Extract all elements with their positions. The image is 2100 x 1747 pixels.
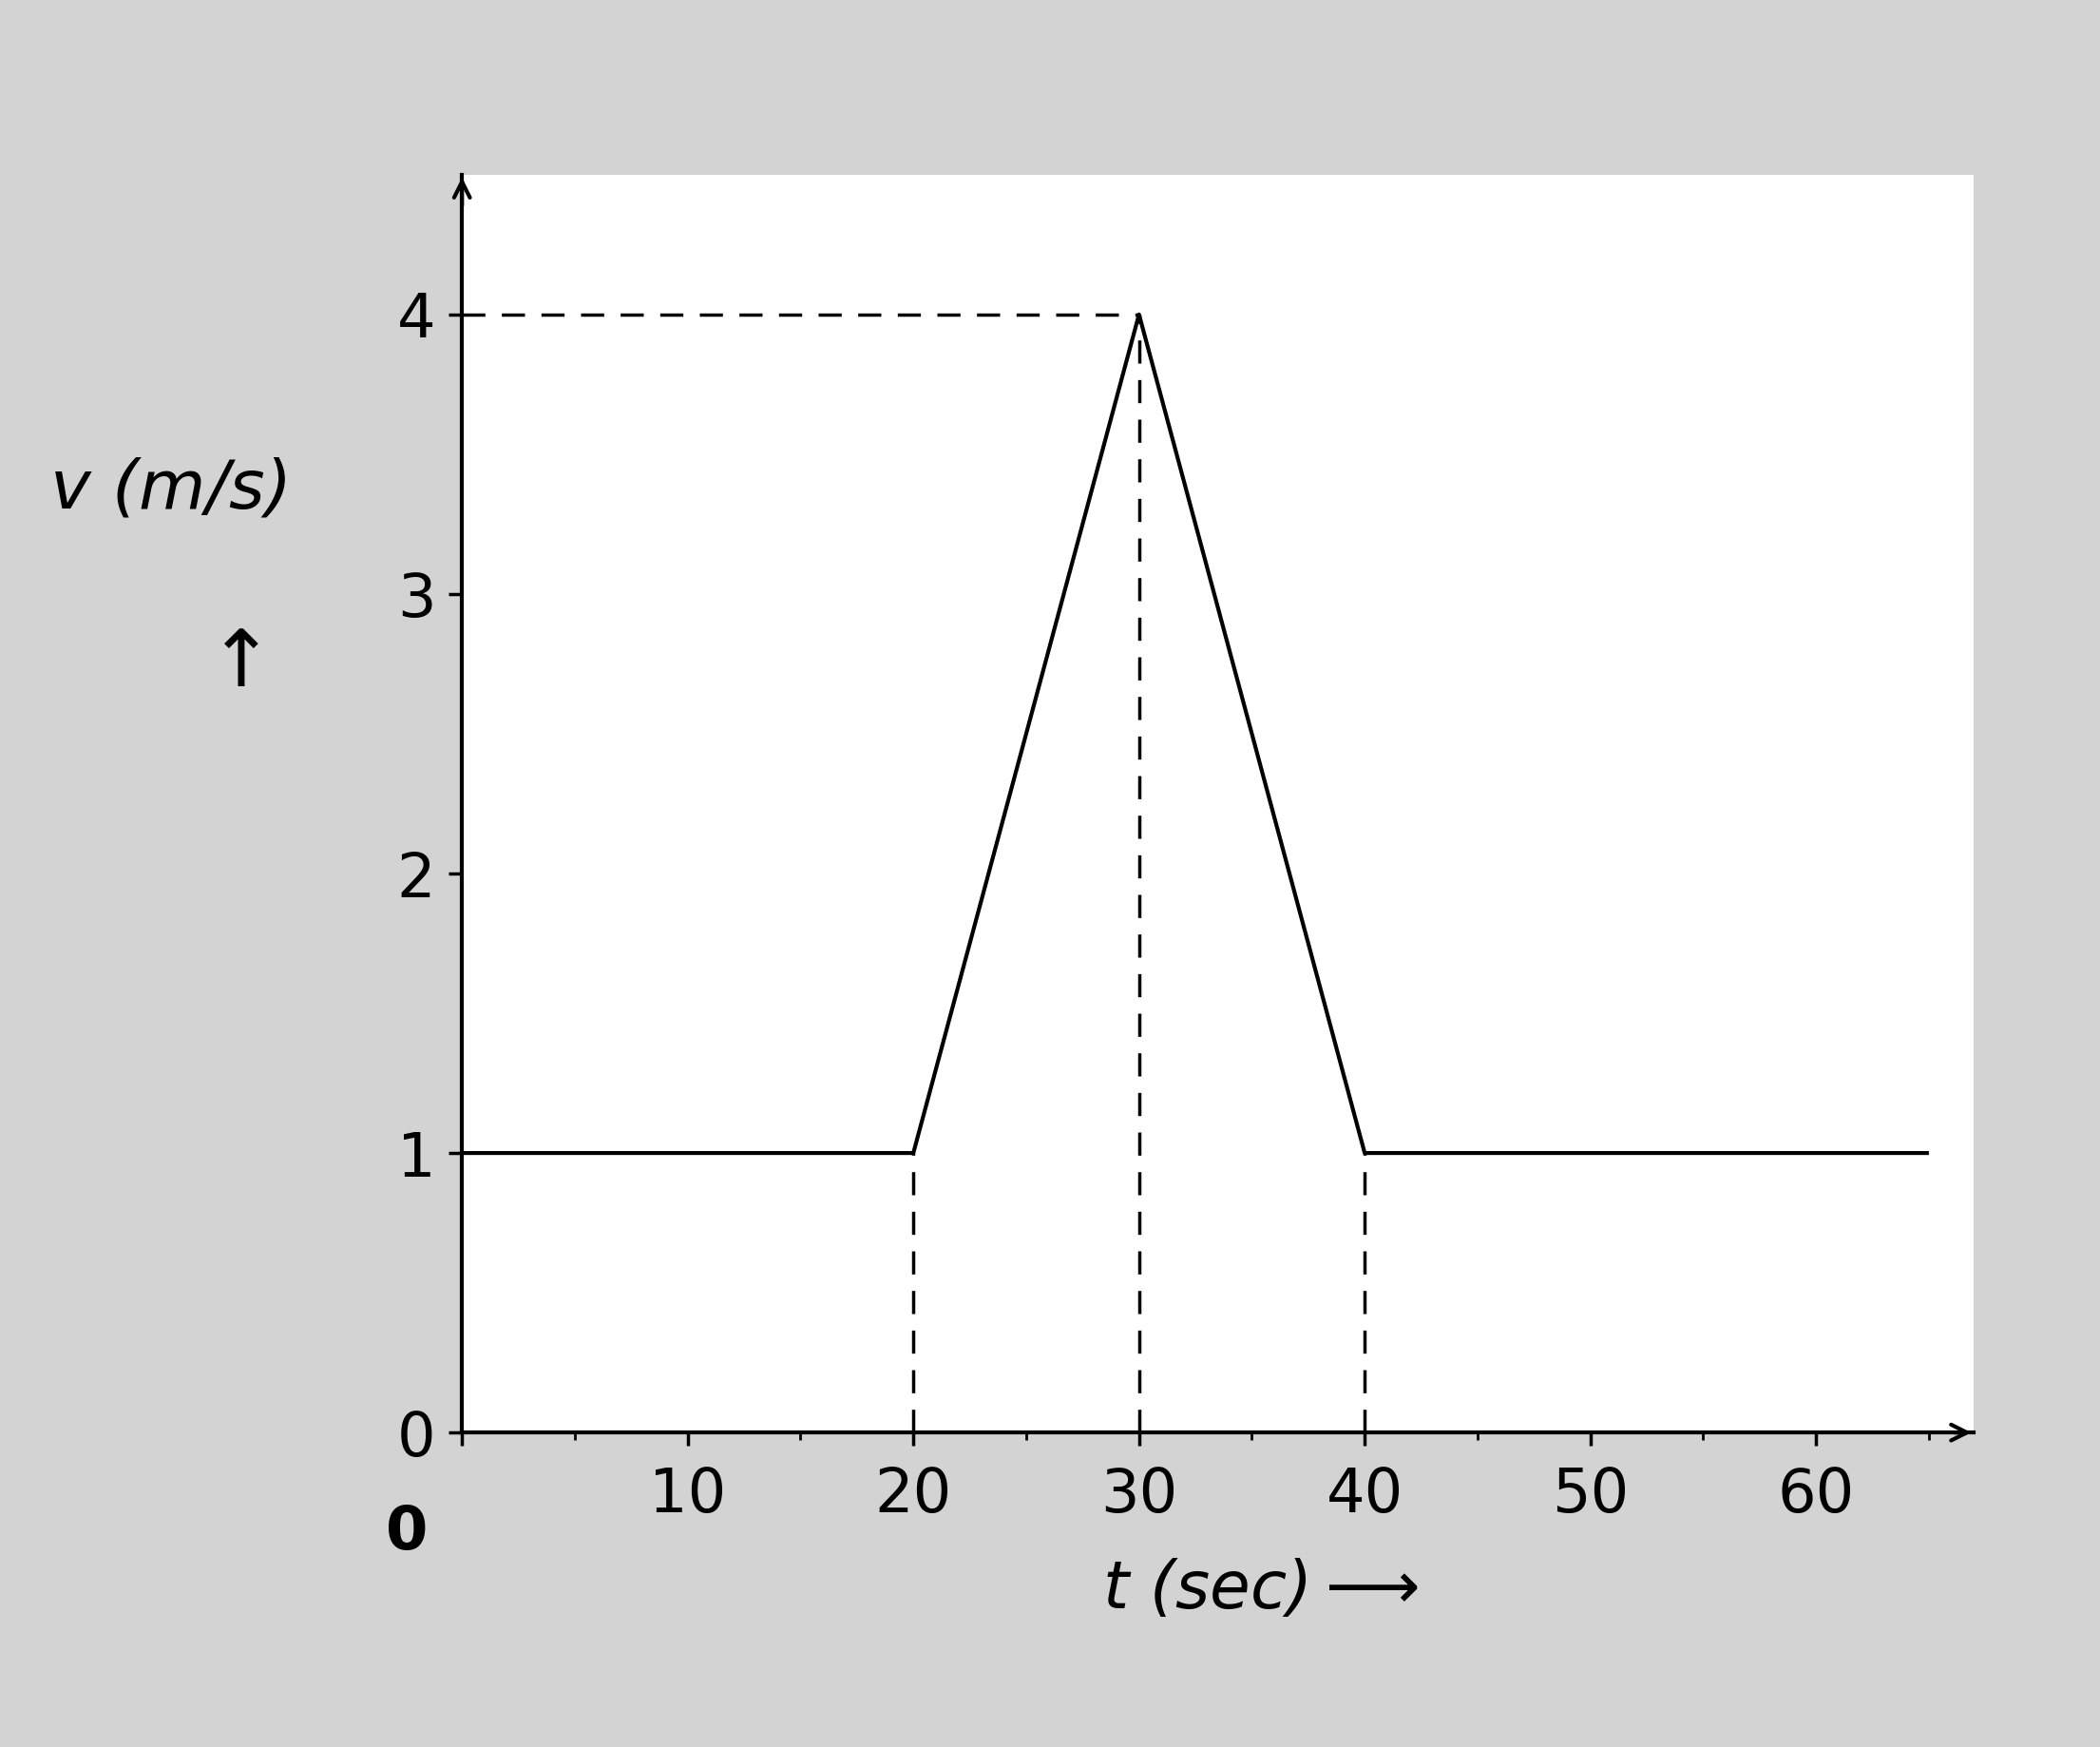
- Text: ↑: ↑: [208, 625, 275, 702]
- Text: 0: 0: [386, 1502, 428, 1562]
- Text: $v$ (m/s): $v$ (m/s): [50, 456, 286, 522]
- Text: $t$ (sec)$\longrightarrow$: $t$ (sec)$\longrightarrow$: [1102, 1558, 1418, 1621]
